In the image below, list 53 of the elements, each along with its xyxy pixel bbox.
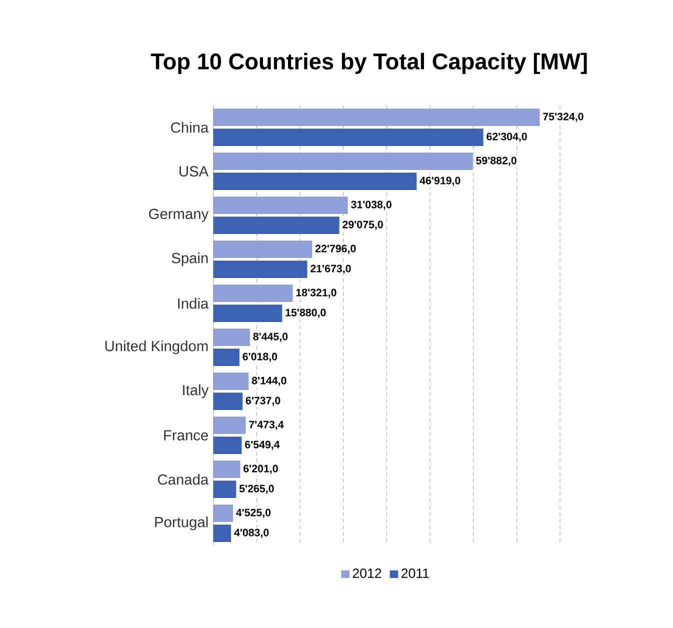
data-label: 15'880,0 bbox=[286, 308, 326, 318]
chart-title: Top 10 Countries by Total Capacity [MW] bbox=[150, 52, 587, 74]
data-label: 6'018,0 bbox=[242, 352, 278, 362]
bar bbox=[213, 216, 340, 234]
bar bbox=[213, 260, 308, 278]
bar bbox=[213, 480, 236, 498]
bar bbox=[213, 504, 233, 522]
data-label: 6'201,0 bbox=[244, 464, 278, 474]
y-tick-label: China bbox=[171, 122, 209, 133]
y-tick-label: Germany bbox=[149, 208, 209, 222]
data-label: 46'919,0 bbox=[420, 176, 460, 186]
data-label: 31'038,0 bbox=[351, 200, 392, 210]
data-label: 18'321,0 bbox=[296, 288, 336, 298]
data-label: 59'882,0 bbox=[476, 156, 516, 166]
data-label: 6'737,0 bbox=[246, 396, 280, 406]
data-label: 8'445,0 bbox=[253, 332, 288, 342]
bar bbox=[213, 372, 249, 390]
bar bbox=[213, 240, 312, 258]
bar bbox=[213, 196, 348, 214]
bar bbox=[213, 348, 240, 366]
y-tick-label: Portugal bbox=[155, 516, 208, 530]
bar bbox=[213, 416, 246, 434]
bar bbox=[213, 284, 293, 302]
y-tick-label: France bbox=[164, 430, 208, 440]
bar bbox=[213, 392, 243, 410]
bar bbox=[213, 128, 484, 146]
y-tick-label: Spain bbox=[172, 252, 208, 266]
bar bbox=[213, 304, 282, 322]
y-tick-label: USA bbox=[180, 166, 209, 177]
bar bbox=[213, 172, 417, 190]
y-tick-label: Italy bbox=[183, 384, 209, 398]
bar bbox=[213, 328, 250, 346]
y-tick-label: United Kingdom bbox=[105, 340, 208, 354]
data-label: 5'265,0 bbox=[239, 484, 274, 494]
bar bbox=[213, 108, 540, 126]
data-label: 4'525,0 bbox=[236, 508, 271, 518]
data-label: 4'083,0 bbox=[234, 528, 269, 538]
data-label: 22'796,0 bbox=[315, 244, 356, 254]
data-label: 29'075,0 bbox=[342, 220, 383, 230]
data-label: 6'549,4 bbox=[245, 440, 280, 450]
data-label: 21'673,0 bbox=[310, 264, 351, 274]
data-label: 8'144,0 bbox=[252, 376, 286, 386]
bar bbox=[213, 152, 473, 170]
data-label: 62'304,0 bbox=[486, 132, 527, 142]
y-tick-label: Canada bbox=[158, 474, 209, 485]
legend-label: 2012 bbox=[352, 568, 382, 578]
data-label: 75'324,0 bbox=[543, 112, 584, 122]
y-tick-label: India bbox=[178, 298, 209, 309]
bar bbox=[213, 460, 240, 478]
data-label: 7'473,4 bbox=[249, 420, 284, 430]
legend-label: 2011 bbox=[402, 568, 429, 578]
bar bbox=[213, 436, 242, 454]
bar bbox=[213, 524, 232, 542]
